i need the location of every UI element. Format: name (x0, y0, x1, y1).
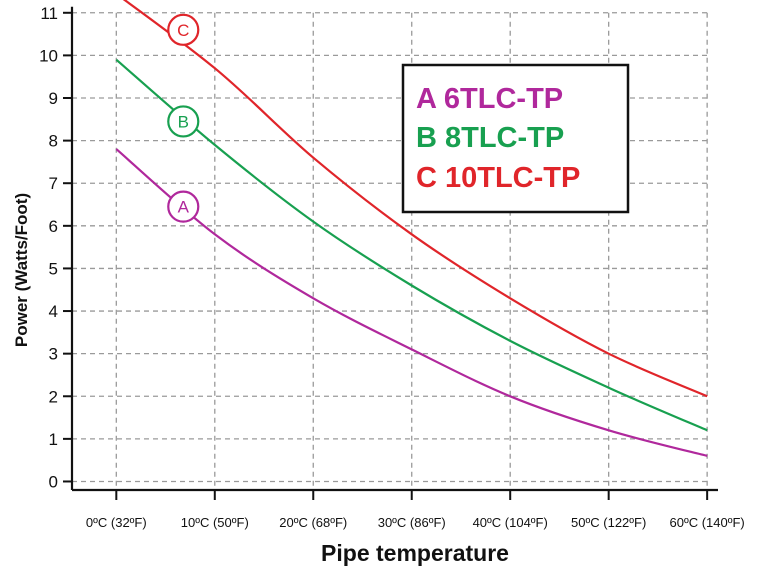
x-tick-label: 60ºC (140ºF) (670, 515, 745, 530)
legend: A 6TLC-TP B 8TLC-TP C 10TLC-TP (401, 63, 630, 214)
y-axis-ticks: 0 1 2 3 4 5 6 7 8 9 10 11 (39, 4, 72, 491)
x-tick-label: 10ºC (50ºF) (181, 515, 249, 530)
y-tick-label: 6 (49, 217, 58, 236)
series-line-c (122, 0, 708, 398)
y-tick-label: 5 (49, 259, 58, 278)
series-lines (115, 0, 708, 457)
axes (70, 6, 718, 492)
curve-marker-label-b: B (178, 112, 189, 131)
curve-marker-a (167, 190, 200, 223)
curve-marker-label-c: C (177, 21, 189, 40)
y-tick-label: 8 (49, 132, 58, 151)
legend-item-c: C 10TLC-TP (416, 162, 580, 194)
y-tick-label: 9 (49, 89, 58, 108)
y-tick-label: 10 (39, 46, 58, 65)
grid (72, 12, 708, 490)
legend-box (401, 63, 630, 214)
legend-item-b: B 8TLC-TP (416, 122, 564, 154)
series-line-a (115, 148, 708, 457)
y-tick-label: 1 (49, 430, 58, 449)
y-tick-label: 4 (49, 302, 58, 321)
x-tick-label: 0ºC (32ºF) (86, 515, 147, 530)
y-tick-label: 3 (49, 345, 58, 364)
curve-markers: A B C (167, 13, 200, 223)
y-tick-label: 11 (40, 4, 58, 23)
y-tick-label: 7 (49, 174, 58, 193)
x-tick-label: 30ºC (86ºF) (378, 515, 446, 530)
x-axis-ticks: 0ºC (32ºF) 10ºC (50ºF) 20ºC (68ºF) 30ºC (86… (86, 490, 745, 530)
curve-marker-c (167, 13, 200, 46)
curve-marker-b (167, 105, 200, 138)
curve-marker-label-a: A (178, 198, 190, 217)
y-tick-label: 2 (49, 387, 58, 406)
y-tick-label: 0 (49, 472, 58, 491)
x-tick-label: 40ºC (104ºF) (473, 515, 548, 530)
x-tick-label: 20ºC (68ºF) (279, 515, 347, 530)
x-axis-title: Pipe temperature (321, 540, 509, 566)
series-line-b (115, 58, 708, 432)
legend-item-a: A 6TLC-TP (416, 83, 563, 115)
x-tick-label: 50ºC (122ºF) (571, 515, 646, 530)
y-axis-title: Power (Watts/Foot) (12, 193, 31, 347)
